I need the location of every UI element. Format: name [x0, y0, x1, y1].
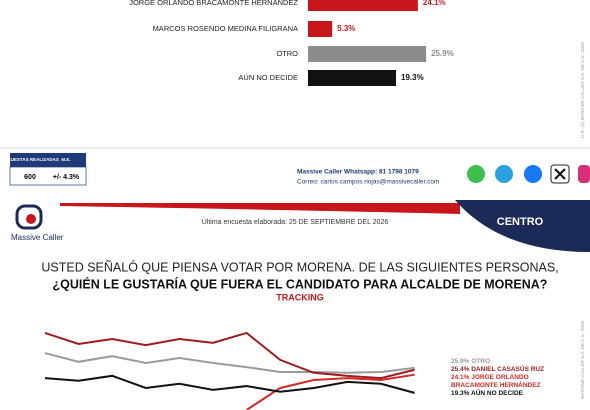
instagram-icon[interactable] — [578, 165, 590, 183]
table-header: ENCUESTAS REALIZADAS — [1, 157, 59, 162]
legend-entry: 25.9% OTRO — [451, 358, 491, 365]
chart-subtitle: ¿QUIÉN LE GUSTARÍA QUE FUERA EL CANDIDAT… — [53, 276, 548, 291]
table-header: M.E. — [61, 157, 70, 162]
bar — [308, 46, 427, 62]
logo: Massive Caller — [11, 233, 64, 242]
table-head — [10, 153, 86, 167]
value-label: 24.1% — [423, 0, 446, 7]
telegram-icon[interactable] — [495, 165, 513, 183]
legend: 25.9% OTRO 25.4% DANIEL CASASÚS RUZ 24.1% … — [451, 358, 576, 398]
bar-label: AÚN NO DECIDE — [238, 73, 298, 82]
table-cell: +/- 4.3% — [53, 174, 80, 181]
whatsapp-icon[interactable] — [467, 165, 485, 183]
bar — [308, 21, 333, 37]
series-line — [44, 352, 415, 374]
value-label: 19.3% — [401, 73, 424, 82]
bar-label: OTRO — [276, 49, 298, 58]
legend-entry: 25.4% DANIEL CASASÚS RUZ — [451, 366, 545, 373]
table-body — [9, 166, 87, 186]
value-label: 5.3% — [337, 24, 355, 33]
logo-dot — [26, 214, 36, 224]
bar — [308, 70, 397, 86]
header-region-bg — [455, 200, 590, 252]
x-glyph — [554, 168, 566, 180]
value-label: 25.9% — [431, 49, 454, 58]
logo-mark — [15, 204, 43, 230]
annotation: TRACKING — [276, 292, 324, 302]
whatsapp: Massive Caller Whatsapp: 81 1798 1079 — [297, 169, 419, 176]
header-swoosh — [60, 203, 460, 214]
series-line — [246, 373, 415, 410]
email: Correo: carlos.campos.riojas@massivecall… — [297, 179, 439, 186]
bar-label: MARCOS ROSENDO MEDINA FILIGRANA — [153, 24, 298, 33]
legend-entry: 24.1% JORGE ORLANDO BRACAMONTE HERNÁNDEZ — [451, 374, 541, 389]
region: CENTRO — [497, 216, 544, 228]
table-cell: 600 — [24, 174, 36, 181]
date: Última encuesta elaborada: 25 DE SEPTIEM… — [202, 217, 389, 226]
series-line — [44, 374, 415, 394]
bar-label: JORGE ORLANDO BRACAMONTE HERNÁNDEZ — [129, 0, 298, 7]
series-line — [44, 331, 415, 380]
side-note: D.R. (C) MASSIVE CALLER S.A. DE C.V., 20… — [580, 42, 585, 138]
chart-title: USTED SEÑALÓ QUE PIENSA VOTAR POR MORENA… — [41, 259, 558, 274]
bar — [308, 0, 418, 11]
facebook-icon[interactable] — [524, 165, 542, 183]
legend-entry: 19.3% AÚN NO DECIDE — [451, 390, 523, 397]
side-note: MASSIVE CALLER S.A. DE C.V., 2026 — [580, 320, 585, 399]
